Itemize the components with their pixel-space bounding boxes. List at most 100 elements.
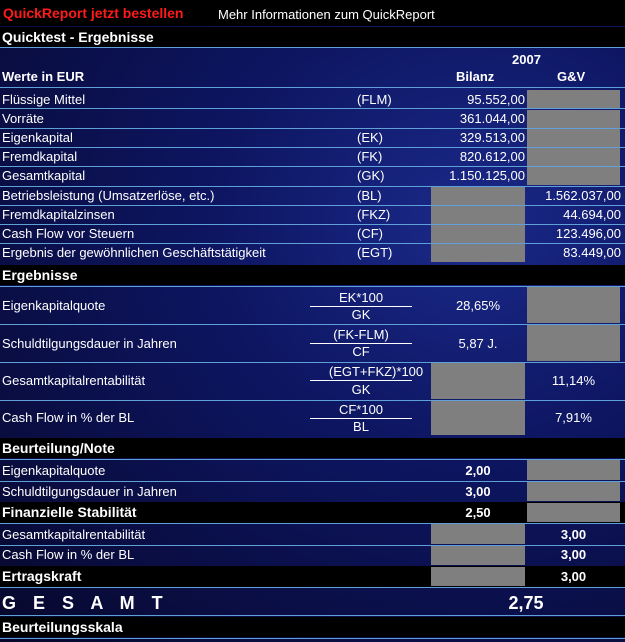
guv-value: 11,14% — [551, 373, 596, 388]
col-guv-header: G&V — [557, 69, 586, 84]
quicktest-title: Quicktest - Ergebnisse — [0, 27, 625, 47]
row-label: Gesamtkapitalrentabilität — [2, 373, 146, 388]
divider — [0, 400, 625, 401]
order-quickreport-link[interactable]: QuickReport jetzt bestellen — [3, 5, 184, 21]
gesamt-label: G E S A M T — [2, 593, 169, 613]
guv-value: 1.562.037,00 — [545, 188, 621, 203]
empty-cell — [431, 225, 525, 243]
empty-cell — [527, 129, 620, 147]
beurteilung-title: Beurteilung/Note — [0, 438, 625, 458]
row-label: Eigenkapital — [2, 130, 73, 145]
guv-value: 83.449,00 — [563, 245, 621, 260]
top-links-bar: QuickReport jetzt bestellen Mehr Informa… — [0, 0, 625, 26]
row-abbr: (FK) — [357, 149, 383, 164]
divider — [0, 362, 625, 363]
row-abbr: (EK) — [357, 130, 383, 145]
year-header: 2007 — [512, 52, 541, 67]
col-bilanz-header: Bilanz — [456, 69, 495, 84]
gesamt-value: 2,75 — [508, 593, 544, 613]
divider — [0, 459, 625, 460]
grade-value: 2,00 — [465, 463, 491, 478]
info-quickreport-link[interactable]: Mehr Informationen zum QuickReport — [218, 7, 435, 22]
empty-cell — [527, 167, 620, 185]
empty-cell — [431, 244, 525, 262]
bilanz-value: 1.150.125,00 — [449, 168, 525, 183]
divider — [0, 243, 625, 244]
row-label: Cash Flow in % der BL — [2, 547, 135, 562]
row-label: Eigenkapitalquote — [2, 298, 106, 313]
divider — [0, 147, 625, 148]
formula-denominator: GK — [351, 382, 371, 397]
grade-value: 3,00 — [560, 547, 587, 562]
ergebnisse-title: Ergebnisse — [0, 265, 625, 285]
divider — [0, 324, 625, 325]
empty-cell — [527, 110, 620, 128]
divider — [0, 224, 625, 225]
subtotal-label: Ertragskraft — [2, 568, 82, 584]
empty-cell — [431, 567, 525, 586]
empty-cell — [527, 148, 620, 166]
row-abbr: (GK) — [357, 168, 385, 183]
row-label: Betriebsleistung (Umsatzerlöse, etc.) — [2, 188, 215, 203]
formula-denominator: GK — [351, 307, 371, 322]
divider — [0, 523, 625, 524]
fraction-line — [310, 306, 412, 307]
row-abbr: (BL) — [357, 188, 382, 203]
grade-value: 3,00 — [560, 527, 587, 542]
formula-denominator: BL — [353, 419, 369, 434]
divider — [0, 128, 625, 129]
empty-cell — [431, 206, 525, 224]
divider — [0, 587, 625, 588]
values-label: Werte in EUR — [2, 69, 85, 84]
formula-numerator: (EGT+FKZ)*100 — [328, 364, 424, 379]
row-abbr: (FKZ) — [357, 207, 391, 222]
empty-cell — [527, 325, 620, 361]
row-label: Gesamtkapital — [2, 168, 86, 183]
fraction-line — [310, 343, 412, 344]
empty-cell — [431, 401, 525, 435]
subtotal-label: Finanzielle Stabilität — [2, 504, 137, 520]
formula-denominator: CF — [352, 344, 370, 359]
divider — [0, 615, 625, 616]
row-label: Flüssige Mittel — [2, 92, 86, 107]
grade-value: 2,50 — [465, 505, 491, 520]
bilanz-value: 329.513,00 — [459, 130, 525, 145]
empty-cell — [527, 503, 620, 522]
bilanz-value: 5,87 J. — [458, 336, 498, 351]
divider — [0, 481, 625, 482]
guv-value: 7,91% — [555, 410, 592, 425]
row-label: Vorräte — [2, 111, 44, 126]
row-label: Eigenkapitalquote — [2, 463, 106, 478]
grade-value: 3,00 — [560, 569, 587, 584]
divider — [0, 186, 625, 187]
divider — [0, 286, 625, 287]
bilanz-value: 95.552,00 — [467, 92, 525, 107]
row-label: Gesamtkapitalrentabilität — [2, 527, 146, 542]
row-label: Schuldtilgungsdauer in Jahren — [2, 484, 177, 499]
guv-value: 44.694,00 — [563, 207, 621, 222]
guv-value: 123.496,00 — [555, 226, 621, 241]
row-label: Cash Flow vor Steuern — [2, 226, 135, 241]
divider — [0, 166, 625, 167]
formula-numerator: (FK-FLM) — [333, 327, 389, 342]
empty-cell — [527, 287, 620, 323]
beurteilungsskala-title: Beurteilungsskala — [0, 617, 625, 637]
finanzielle-stabilitaet-row: Finanzielle Stabilität — [0, 502, 625, 523]
divider — [0, 205, 625, 206]
row-abbr: (FLM) — [357, 92, 392, 107]
row-abbr: (CF) — [357, 226, 383, 241]
divider — [0, 108, 625, 109]
grade-value: 3,00 — [465, 484, 491, 499]
divider — [0, 545, 625, 546]
formula-numerator: CF*100 — [338, 402, 384, 417]
empty-cell — [527, 482, 620, 501]
empty-cell — [431, 524, 525, 544]
row-abbr: (EGT) — [357, 245, 393, 260]
empty-cell — [527, 460, 620, 480]
empty-cell — [431, 546, 525, 565]
bilanz-value: 28,65% — [455, 298, 501, 313]
empty-cell — [431, 363, 525, 399]
divider — [0, 638, 625, 639]
formula-numerator: EK*100 — [338, 290, 384, 305]
row-label: Fremdkapital — [2, 149, 78, 164]
